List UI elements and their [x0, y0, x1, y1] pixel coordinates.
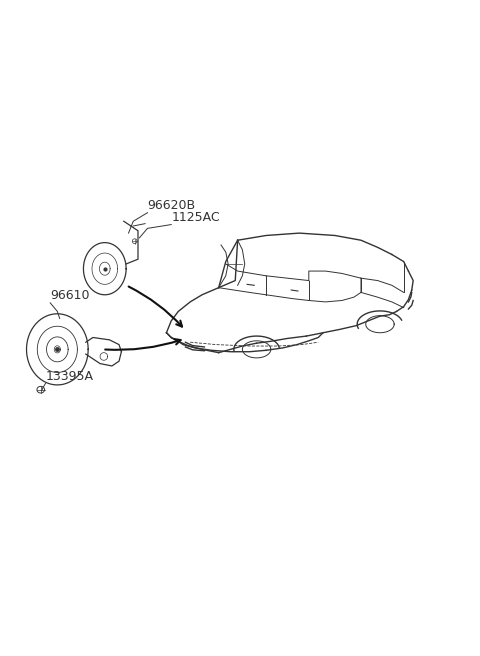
Text: 96610: 96610 — [50, 289, 90, 302]
Text: 13395A: 13395A — [46, 369, 94, 382]
Text: 96620B: 96620B — [147, 199, 196, 212]
Text: 1125AC: 1125AC — [171, 211, 220, 224]
